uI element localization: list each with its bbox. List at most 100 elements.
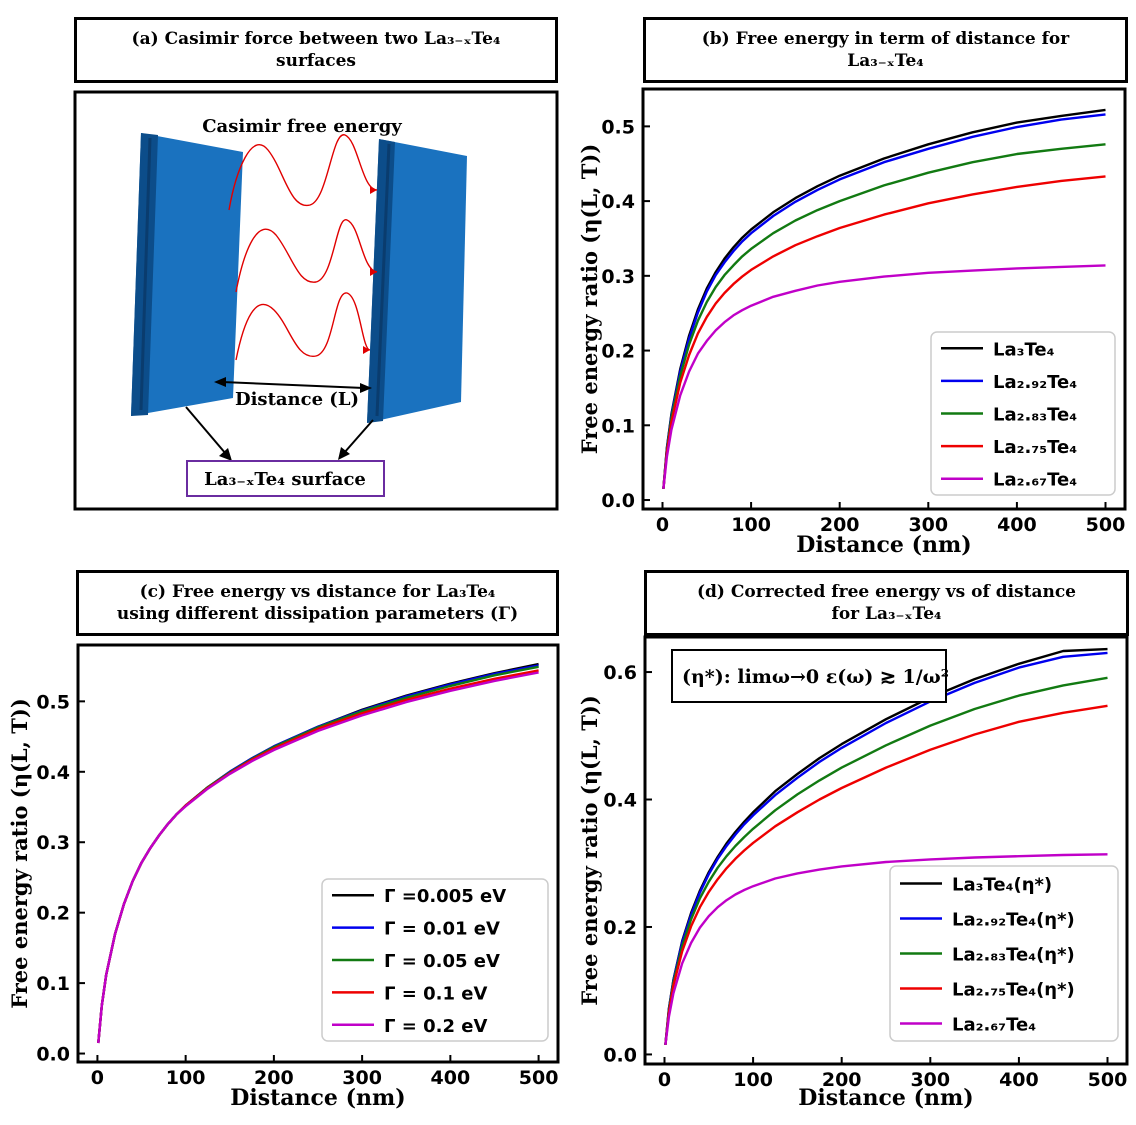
y-tick-label: 0.0 xyxy=(36,1044,70,1066)
chart-d-inset-box xyxy=(671,649,947,703)
series-line-b-4 xyxy=(662,264,1106,489)
series-line-d-4 xyxy=(664,853,1108,1046)
chart-d-xlabel: Distance (nm) xyxy=(798,1085,973,1111)
panel-a-diagram: Casimir free energy Distance (L) La₃₋ₓTe… xyxy=(73,90,559,511)
legend-label: Γ = 0.05 eV xyxy=(384,951,500,972)
chart-b-legend xyxy=(930,331,1116,496)
surface-label-box xyxy=(186,460,385,497)
y-tick-label: 0.2 xyxy=(601,341,635,363)
x-tick-label: 300 xyxy=(910,1069,950,1091)
legend-label: Γ = 0.01 eV xyxy=(384,919,500,940)
surface-label: La₃₋ₓTe₄ surface xyxy=(204,469,366,490)
legend-label: La₃Te₄ xyxy=(993,339,1055,360)
legend-label: La₂.₇₅Te₄ xyxy=(993,437,1077,458)
surface-pointer-arrows xyxy=(185,406,374,461)
x-tick-label: 200 xyxy=(822,1069,862,1091)
y-tick-label: 0.2 xyxy=(36,903,70,925)
x-tick-label: 500 xyxy=(519,1067,559,1089)
y-tick-label: 0.4 xyxy=(36,762,70,784)
panel-b-title-line2: La₃₋ₓTe₄ xyxy=(847,51,924,71)
arrowhead-top xyxy=(370,186,377,194)
legend-label: La₃Te₄(η*) xyxy=(952,875,1052,896)
x-tick-label: 100 xyxy=(731,514,771,536)
series-line-b-3 xyxy=(662,175,1106,489)
right-plate-groove xyxy=(375,143,391,417)
y-tick-label: 0.5 xyxy=(601,116,635,138)
legend-label: La₂.₆₇Te₄ xyxy=(993,470,1077,491)
panel-d-title-line1: (d) Corrected free energy vs of distance xyxy=(696,582,1076,602)
chart-b-xlabel: Distance (nm) xyxy=(796,532,971,558)
casimir-free-energy-label: Casimir free energy xyxy=(202,116,402,137)
y-tick-label: 0.6 xyxy=(603,662,637,684)
chart-d-legend xyxy=(889,865,1119,1042)
y-tick-label: 0.0 xyxy=(601,490,635,512)
y-tick-label: 0.1 xyxy=(601,415,635,437)
panel-b-title-line1: (b) Free energy in term of distance for xyxy=(701,29,1070,49)
panel-c-title-line2: using different dissipation parameters (… xyxy=(116,604,519,624)
legend-label: La₂.₆₇Te₄ xyxy=(952,1015,1036,1036)
x-tick-label: 200 xyxy=(254,1067,294,1089)
right-plate xyxy=(367,139,467,423)
series-line-b-2 xyxy=(662,143,1106,489)
legend-label: La₂.₉₂Te₄(η*) xyxy=(952,910,1075,931)
y-tick-label: 0.4 xyxy=(603,790,637,812)
series-line-b-1 xyxy=(662,113,1106,489)
panel-d-title-line2: for La₃₋ₓTe₄ xyxy=(831,604,942,624)
series-line-d-1 xyxy=(664,651,1108,1046)
x-tick-label: 400 xyxy=(997,514,1037,536)
x-tick-label: 300 xyxy=(908,514,948,536)
panel-c-title: (c) Free energy vs distance for La₃Te₄ u… xyxy=(76,570,559,636)
distance-label: Distance (L) xyxy=(235,389,359,410)
x-tick-label: 400 xyxy=(431,1067,471,1089)
arrowhead-middle xyxy=(370,268,377,276)
y-tick-label: 0.0 xyxy=(603,1044,637,1066)
chart-b-ylabel: Free energy ratio (η(L, T)) xyxy=(577,144,602,455)
series-line-d-2 xyxy=(664,676,1108,1046)
left-plate-face xyxy=(131,133,243,416)
panel-a-title-line2: surfaces xyxy=(276,51,356,71)
legend-label: La₂.₈₃Te₄ xyxy=(993,405,1077,426)
y-tick-label: 0.3 xyxy=(36,832,70,854)
y-tick-label: 0.3 xyxy=(601,266,635,288)
x-tick-label: 0 xyxy=(658,1069,671,1091)
distance-arrow xyxy=(214,377,372,393)
panel-a-title: (a) Casimir force between two La₃₋ₓTe₄ s… xyxy=(74,17,558,83)
x-tick-label: 400 xyxy=(999,1069,1039,1091)
x-tick-label: 100 xyxy=(733,1069,773,1091)
x-tick-label: 100 xyxy=(166,1067,206,1089)
y-tick-label: 0.2 xyxy=(603,917,637,939)
x-tick-label: 500 xyxy=(1088,1069,1128,1091)
wave-bottom xyxy=(235,292,371,361)
x-tick-label: 0 xyxy=(91,1067,104,1089)
chart-d-inset-label: (η*): limω→0 ε(ω) ≳ 1/ω² xyxy=(682,666,949,688)
x-tick-label: 300 xyxy=(342,1067,382,1089)
series-line-c-4 xyxy=(97,671,539,1044)
legend-label: La₂.₉₂Te₄ xyxy=(993,372,1077,393)
panel-a-title-line1: (a) Casimir force between two La₃₋ₓTe₄ xyxy=(131,29,501,49)
y-tick-label: 0.5 xyxy=(36,691,70,713)
y-tick-label: 0.1 xyxy=(36,973,70,995)
x-tick-label: 0 xyxy=(656,514,669,536)
chart-d: 0 100 200 300 400 500 0.0 0.2 0.4 0.6 Distance (nm… xyxy=(577,635,1129,1111)
x-tick-label: 200 xyxy=(820,514,860,536)
chart-d-ylabel: Free energy ratio (η(L, T)) xyxy=(577,695,602,1006)
arrowhead-bottom xyxy=(363,346,370,354)
legend-label: La₂.₇₅Te₄(η*) xyxy=(952,980,1075,1001)
chart-c-ylabel: Free energy ratio (η(L, T)) xyxy=(7,698,32,1009)
chart-c-xlabel: Distance (nm) xyxy=(230,1085,405,1111)
legend-label: Γ =0.005 eV xyxy=(384,886,506,907)
chart-c: 0 100 200 300 400 500 0.0 0.1 0.2 0.3 0.4 0.5 Distan… xyxy=(7,643,560,1111)
panel-d-title: (d) Corrected free energy vs of distance… xyxy=(644,570,1129,636)
panel-b-title: (b) Free energy in term of distance for … xyxy=(643,17,1128,83)
x-tick-label: 500 xyxy=(1086,514,1126,536)
left-plate-groove xyxy=(139,137,152,411)
casimir-waves xyxy=(228,134,378,361)
chart-c-legend xyxy=(321,878,549,1042)
legend-label: Γ = 0.1 eV xyxy=(384,983,487,1004)
chart-b: 0 100 200 300 400 500 0.0 0.1 0.2 0.3 0.4 0.5 Distan… xyxy=(577,87,1127,558)
left-plate xyxy=(131,133,243,416)
wave-top xyxy=(228,134,378,211)
series-line-d-3 xyxy=(664,704,1108,1046)
legend-label: La₂.₈₃Te₄(η*) xyxy=(952,945,1075,966)
legend-label: Γ = 0.2 eV xyxy=(384,1016,487,1037)
